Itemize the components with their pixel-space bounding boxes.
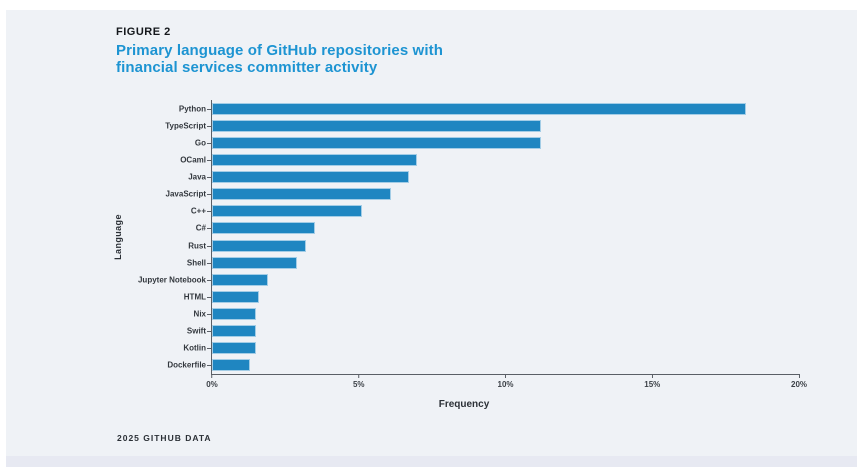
bar: [212, 222, 315, 235]
y-tick-mark: [207, 279, 211, 281]
x-tick-label: 5%: [352, 380, 365, 389]
bar-row: Rust: [188, 237, 799, 254]
plot-area: Python TypeScript Go OCaml Java JavaScript C++…: [138, 100, 807, 389]
bar: [212, 102, 747, 115]
x-tick-mark: [651, 374, 653, 378]
category-label: Kotlin: [183, 343, 206, 353]
category-label: Jupyter Notebook: [137, 275, 206, 285]
bar: [212, 171, 409, 184]
category-label: Dockerfile: [167, 360, 206, 370]
x-axis-title: Frequency: [438, 399, 490, 410]
bar-row: OCaml: [180, 151, 799, 168]
category-label: Go: [194, 138, 206, 148]
bar-rows: Python TypeScript Go OCaml Java JavaScript C++…: [138, 100, 799, 374]
x-tick-label: 15%: [644, 380, 661, 389]
y-tick-mark: [207, 331, 211, 333]
x-tick: 5%: [353, 374, 365, 389]
y-tick-mark: [207, 365, 211, 367]
y-tick-mark: [207, 296, 211, 298]
bar-row: HTML: [184, 288, 799, 305]
x-tick: 15%: [644, 374, 660, 389]
bar-row: Kotlin: [183, 340, 799, 357]
bar: [212, 188, 392, 201]
y-tick-mark: [207, 142, 211, 144]
bar: [212, 325, 257, 338]
y-tick-mark: [207, 314, 211, 316]
bar-row: JavaScript: [166, 186, 799, 203]
x-tick-mark: [358, 374, 360, 378]
bar-row: Jupyter Notebook: [138, 271, 799, 288]
bar-row: Swift: [187, 323, 799, 340]
bar: [212, 239, 306, 252]
bar-row: Java: [188, 169, 799, 186]
bar-row: Dockerfile: [167, 357, 799, 374]
category-label: Swift: [186, 326, 206, 336]
x-tick: 20%: [791, 374, 807, 389]
bar: [212, 205, 362, 218]
bar-row: Python: [179, 100, 799, 117]
source-note: 2025 GITHUB DATA: [117, 433, 212, 443]
x-tick-mark: [211, 374, 213, 378]
x-axis-ticks: 0% 5% 10% 15% 20%: [206, 374, 807, 394]
y-tick-mark: [207, 228, 211, 230]
category-label: Java: [188, 172, 206, 182]
y-tick-mark: [207, 159, 211, 161]
chart-title: Primary language of GitHub repositories …: [116, 42, 443, 76]
category-label: TypeScript: [165, 121, 206, 131]
x-tick-label: 0%: [206, 380, 218, 389]
x-tick-mark: [504, 374, 506, 378]
y-tick-mark: [207, 211, 211, 213]
figure-label: FIGURE 2: [116, 26, 171, 38]
bar: [212, 290, 259, 303]
chart-title-line2: financial services committer activity: [116, 59, 378, 76]
bar: [212, 153, 418, 166]
category-label: HTML: [183, 292, 206, 302]
y-tick-mark: [207, 245, 211, 247]
category-label: Shell: [186, 258, 206, 268]
category-label: C++: [190, 206, 206, 216]
y-tick-mark: [207, 108, 211, 110]
category-label: OCaml: [180, 155, 206, 165]
category-label: Nix: [193, 309, 206, 319]
category-label: Python: [178, 104, 206, 114]
y-tick-mark: [207, 125, 211, 127]
x-tick-label: 10%: [497, 380, 514, 389]
y-tick-mark: [207, 262, 211, 264]
x-tick-label: 20%: [790, 380, 808, 389]
bottom-strip: [6, 456, 857, 467]
bar: [212, 256, 298, 269]
bar-row: Go: [195, 134, 799, 151]
bar: [212, 342, 257, 355]
x-tick-mark: [798, 374, 800, 378]
y-tick-mark: [207, 177, 211, 179]
x-tick: 0%: [206, 374, 218, 389]
bar: [212, 308, 257, 321]
category-label: C#: [195, 223, 206, 233]
chart-title-line1: Primary language of GitHub repositories …: [116, 42, 443, 59]
bar: [212, 136, 541, 149]
x-tick: 10%: [497, 374, 514, 389]
bar-row: Nix: [194, 306, 799, 323]
bar-row: C#: [196, 220, 799, 237]
bar-row: TypeScript: [165, 117, 799, 134]
category-label: JavaScript: [165, 189, 206, 199]
bar: [212, 359, 251, 372]
y-axis-title: Language: [113, 214, 123, 260]
bar-row: C++: [191, 203, 799, 220]
bar: [212, 273, 268, 286]
y-tick-mark: [207, 348, 211, 350]
figure-panel: [6, 10, 857, 456]
category-label: Rust: [188, 241, 206, 251]
bar: [212, 119, 541, 132]
bar-row: Shell: [187, 254, 799, 271]
y-tick-mark: [207, 194, 211, 196]
